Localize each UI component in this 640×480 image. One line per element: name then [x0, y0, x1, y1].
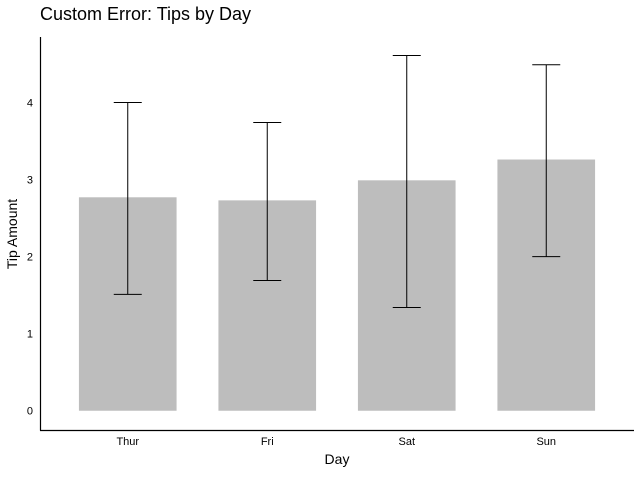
y-tick-label-1: 1 — [27, 329, 33, 341]
error-bars — [113, 54, 561, 308]
x-tick-label-sun: Sun — [536, 436, 556, 448]
y-tick-label-3: 3 — [27, 175, 33, 187]
y-tick-label-4: 4 — [27, 98, 33, 110]
y-tick-label-0: 0 — [27, 406, 33, 418]
error-bar-thur — [113, 102, 142, 295]
x-tick-label-fri: Fri — [261, 436, 274, 448]
y-tick-labels: 0 1 2 3 4 — [27, 98, 33, 418]
error-bar-sat — [392, 54, 421, 308]
x-tick-label-sat: Sat — [398, 436, 415, 448]
bars — [78, 159, 596, 411]
x-tick-label-thur: Thur — [116, 436, 139, 448]
x-axis-label: Day — [325, 451, 350, 467]
error-bar-sun — [532, 64, 561, 258]
x-tick-labels: Thur Fri Sat Sun — [116, 436, 556, 448]
error-bar-fri — [253, 122, 282, 282]
y-tick-label-2: 2 — [27, 252, 33, 264]
chart-title: Custom Error: Tips by Day — [40, 4, 251, 24]
y-axis-label: Tip Amount — [4, 199, 20, 269]
